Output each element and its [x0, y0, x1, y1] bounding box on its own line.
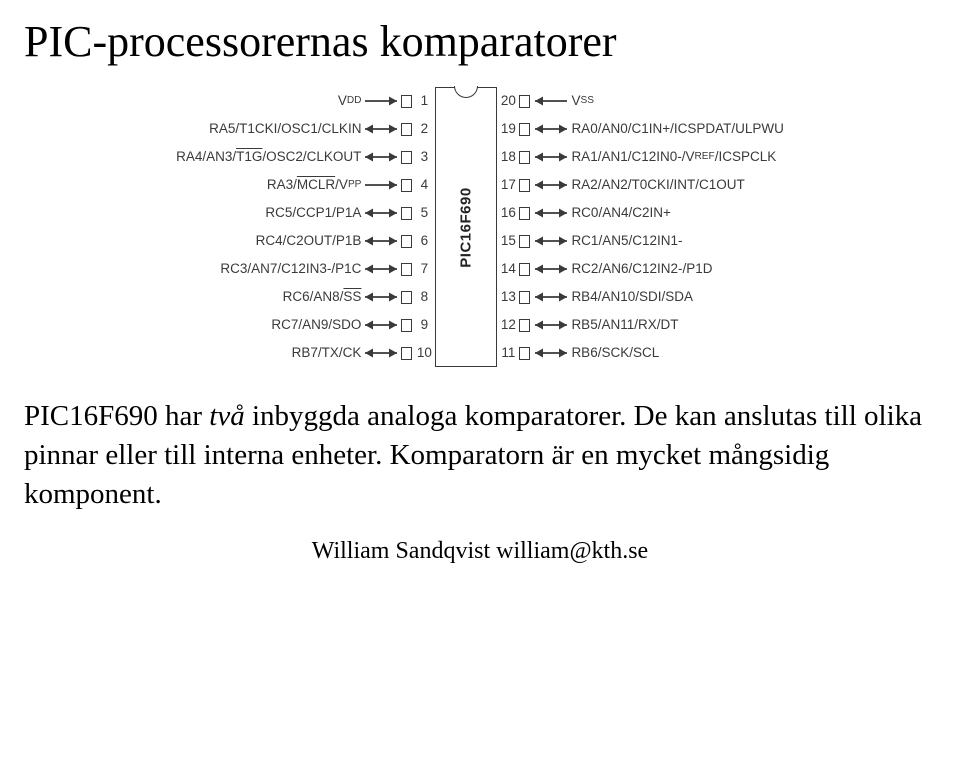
pin-label: RC5/CCP1/P1A: [176, 199, 361, 227]
pin-arrow: [361, 311, 401, 339]
pin-label: RA0/AN0/C1IN+/ICSPDAT/ULPWU: [571, 115, 783, 143]
pin-label: RB7/TX/CK: [176, 339, 361, 367]
left-pin-rects: [401, 87, 413, 367]
pin-label: RA4/AN3/T1G/OSC2/CLKOUT: [176, 143, 361, 171]
pin-rect: [401, 227, 413, 255]
pin-number: 12: [497, 311, 519, 339]
page-title: PIC-processorernas komparatorer: [24, 16, 936, 67]
pin-number: 13: [497, 283, 519, 311]
pin-label: RC0/AN4/C2IN+: [571, 199, 783, 227]
pin-number: 10: [413, 339, 435, 367]
pin-number: 14: [497, 255, 519, 283]
pin-number: 2: [413, 115, 435, 143]
pin-rect: [401, 311, 413, 339]
pin-rect: [519, 255, 531, 283]
footer-credit: William Sandqvist william@kth.se: [24, 538, 936, 565]
pin-label: RC1/AN5/C12IN1-: [571, 227, 783, 255]
pin-arrow: [531, 311, 571, 339]
pin-rect: [401, 115, 413, 143]
pin-arrow: [361, 283, 401, 311]
pin-arrow: [531, 143, 571, 171]
pin-label: RC6/AN8/SS: [176, 283, 361, 311]
pin-number: 6: [413, 227, 435, 255]
pin-number: 4: [413, 171, 435, 199]
pin-rect: [519, 87, 531, 115]
left-arrow-column: [361, 87, 401, 367]
pin-number: 16: [497, 199, 519, 227]
pin-number: 5: [413, 199, 435, 227]
pin-number: 15: [497, 227, 519, 255]
pin-rect: [401, 255, 413, 283]
pin-number: 3: [413, 143, 435, 171]
left-pin-numbers: 12345678910: [413, 87, 435, 367]
pin-arrow: [361, 171, 401, 199]
pin-rect: [519, 339, 531, 367]
right-pin-labels: VSSRA0/AN0/C1IN+/ICSPDAT/ULPWURA1/AN1/C1…: [571, 87, 783, 367]
left-pin-labels: VDDRA5/T1CKI/OSC1/CLKINRA4/AN3/T1G/OSC2/…: [176, 87, 361, 367]
pin-rect: [401, 171, 413, 199]
pin-label: RC2/AN6/C12IN2-/P1D: [571, 255, 783, 283]
pin-rect: [519, 171, 531, 199]
pin-arrow: [531, 339, 571, 367]
pin-number: 1: [413, 87, 435, 115]
pin-arrow: [361, 143, 401, 171]
pin-label: RC7/AN9/SDO: [176, 311, 361, 339]
right-arrow-column: [531, 87, 571, 367]
pin-arrow: [361, 115, 401, 143]
pin-number: 8: [413, 283, 435, 311]
pin-label: RA5/T1CKI/OSC1/CLKIN: [176, 115, 361, 143]
body-text-em: två: [209, 400, 244, 432]
pin-number: 18: [497, 143, 519, 171]
pin-arrow: [531, 283, 571, 311]
pin-arrow: [531, 87, 571, 115]
pin-arrow: [361, 339, 401, 367]
pin-number: 19: [497, 115, 519, 143]
pin-label: RC3/AN7/C12IN3-/P1C: [176, 255, 361, 283]
pin-number: 9: [413, 311, 435, 339]
pin-rect: [401, 87, 413, 115]
pin-label: RA3/MCLR/VPP: [176, 171, 361, 199]
pin-arrow: [361, 199, 401, 227]
pin-arrow: [531, 115, 571, 143]
pin-rect: [401, 283, 413, 311]
pin-arrow: [531, 227, 571, 255]
pin-arrow: [361, 255, 401, 283]
pin-label: VSS: [571, 87, 783, 115]
pinout-diagram: VDDRA5/T1CKI/OSC1/CLKINRA4/AN3/T1G/OSC2/…: [24, 87, 936, 367]
pin-rect: [519, 311, 531, 339]
pin-rect: [519, 283, 531, 311]
pin-number: 20: [497, 87, 519, 115]
pin-label: RA2/AN2/T0CKI/INT/C1OUT: [571, 171, 783, 199]
pin-rect: [519, 227, 531, 255]
pin-rect: [401, 199, 413, 227]
pin-label: RC4/C2OUT/P1B: [176, 227, 361, 255]
pin-label: RA1/AN1/C12IN0-/VREF/ICSPCLK: [571, 143, 783, 171]
pin-arrow: [531, 171, 571, 199]
pin-arrow: [361, 227, 401, 255]
pin-arrow: [531, 255, 571, 283]
pin-number: 17: [497, 171, 519, 199]
pin-arrow: [531, 199, 571, 227]
pin-rect: [519, 199, 531, 227]
pin-label: RB5/AN11/RX/DT: [571, 311, 783, 339]
pin-rect: [401, 339, 413, 367]
pin-arrow: [361, 87, 401, 115]
pin-label: RB4/AN10/SDI/SDA: [571, 283, 783, 311]
chip-name: PIC16F690: [458, 187, 475, 267]
pin-number: 7: [413, 255, 435, 283]
pin-label: RB6/SCK/SCL: [571, 339, 783, 367]
right-pin-numbers: 20191817161514131211: [497, 87, 519, 367]
right-pin-rects: [519, 87, 531, 367]
pin-rect: [519, 115, 531, 143]
pin-rect: [519, 143, 531, 171]
pin-rect: [401, 143, 413, 171]
pin-number: 11: [497, 339, 519, 367]
pin-label: VDD: [176, 87, 361, 115]
body-paragraph: PIC16F690 har två inbyggda analoga kompa…: [24, 397, 936, 514]
body-text-pre: PIC16F690 har: [24, 400, 209, 432]
chip-body: PIC16F690: [435, 87, 497, 367]
